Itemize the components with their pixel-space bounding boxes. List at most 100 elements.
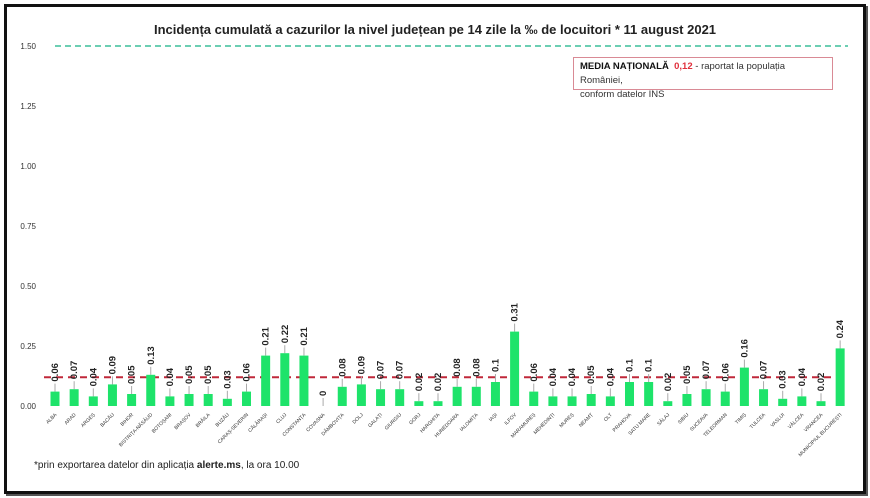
category-label: ILFOV: [504, 412, 519, 427]
data-label: 0.1: [625, 358, 636, 372]
data-label: 0.06: [50, 363, 61, 382]
image-frame: [4, 4, 866, 494]
bar: [739, 367, 749, 406]
y-tick-label: 0.25: [20, 342, 36, 351]
bar: [261, 355, 271, 406]
bar: [88, 396, 98, 406]
data-label: 0.21: [299, 326, 310, 345]
bar: [510, 331, 520, 406]
note-value: 0,12: [674, 61, 693, 72]
note-text: - raportat la populația României,: [580, 61, 786, 86]
data-label: 0.07: [69, 361, 80, 380]
data-label: 0.06: [529, 363, 540, 382]
bar: [586, 394, 596, 406]
bar: [299, 355, 309, 406]
bar: [835, 348, 845, 406]
category-label: ALBA: [45, 412, 59, 426]
data-label: 0.08: [337, 358, 348, 377]
footnote-app: alerte.ms: [196, 460, 241, 471]
bar: [759, 389, 769, 406]
category-label: CĂLĂRAȘI: [247, 411, 269, 433]
data-label: 0.08: [452, 358, 463, 377]
data-label: 0.04: [605, 367, 616, 386]
bar: [356, 384, 366, 406]
bar: [490, 382, 500, 406]
category-label: BOTOȘANI: [151, 412, 173, 434]
category-label: TIMIȘ: [734, 412, 748, 426]
category-label: BRAȘOV: [173, 412, 192, 431]
category-label: IAȘI: [488, 412, 499, 423]
data-label: 0.1: [490, 358, 501, 372]
data-label: 0.07: [759, 361, 770, 380]
bar: [548, 396, 558, 406]
bar: [395, 389, 405, 406]
data-label: 0.05: [586, 365, 597, 384]
data-label: 0.06: [720, 363, 731, 382]
y-tick-label: 1.00: [20, 162, 36, 171]
data-label: 0.02: [816, 373, 827, 392]
bar: [376, 389, 386, 406]
bar: [69, 389, 79, 406]
data-label: 0.04: [797, 367, 808, 386]
data-label: 0.24: [835, 319, 846, 338]
category-label: ARAD: [63, 412, 77, 426]
bar: [471, 386, 481, 406]
bar: [50, 391, 60, 406]
category-label: TULCEA: [749, 412, 768, 431]
data-label: 0.04: [548, 367, 559, 386]
footnote: *prin exportarea datelor din aplicația a…: [34, 460, 299, 471]
category-label: BRĂILA: [194, 411, 212, 429]
data-label: 0.1: [644, 358, 655, 372]
data-label: 0.02: [663, 373, 674, 392]
footnote-post: , la ora 10.00: [240, 460, 300, 471]
bar: [567, 396, 577, 406]
bar: [184, 394, 194, 406]
bar: [165, 396, 175, 406]
national-average-note: MEDIA NAȚIONALĂ 0,12 - raportat la popul…: [573, 57, 833, 100]
y-tick-label: 0.00: [20, 402, 36, 411]
category-label: VASLUI: [770, 412, 787, 429]
category-label: GIURGIU: [384, 412, 404, 432]
bar: [337, 386, 347, 406]
bar: [127, 394, 137, 406]
category-label: MUREȘ: [558, 412, 575, 429]
y-tick-label: 0.50: [20, 282, 36, 291]
category-label: NEAMȚ: [578, 412, 595, 429]
data-label: 0.09: [107, 356, 118, 375]
bar: [778, 398, 788, 406]
data-label: 0.06: [242, 363, 253, 382]
data-label: 0.05: [682, 365, 693, 384]
bar: [682, 394, 692, 406]
data-label: 0.04: [567, 367, 578, 386]
bar: [663, 401, 673, 406]
data-label: 0.07: [395, 361, 406, 380]
category-label: BIHOR: [120, 412, 136, 428]
data-label: 0.05: [184, 365, 195, 384]
data-label: 0.31: [510, 302, 521, 321]
data-label: 0: [318, 391, 329, 396]
bar: [605, 396, 615, 406]
y-tick-label: 1.25: [20, 102, 36, 111]
category-label: BUZĂU: [214, 411, 231, 428]
data-label: 0.22: [280, 325, 291, 344]
data-label: 0.04: [88, 367, 99, 386]
y-tick-label: 1.50: [20, 42, 36, 51]
data-label: 0.03: [222, 370, 233, 389]
category-label: BACĂU: [99, 411, 116, 428]
category-label: BISTRIȚA-NĂSĂUD: [117, 411, 154, 448]
data-label: 0.13: [146, 346, 157, 365]
data-label: 0.16: [739, 339, 750, 358]
data-label: 0.05: [203, 365, 214, 384]
note-text-line2: conform datelor INS: [580, 89, 665, 100]
category-label: VÂLCEA: [786, 411, 805, 430]
footnote-pre: *prin exportarea datelor din aplicația: [34, 460, 197, 471]
category-label: IALOMIȚA: [459, 412, 480, 433]
bar: [816, 401, 826, 406]
bar: [146, 374, 156, 406]
bar: [625, 382, 634, 406]
data-label: 0.04: [165, 367, 176, 386]
bar: [452, 386, 462, 406]
data-label: 0.08: [471, 358, 482, 377]
bar: [242, 391, 251, 406]
